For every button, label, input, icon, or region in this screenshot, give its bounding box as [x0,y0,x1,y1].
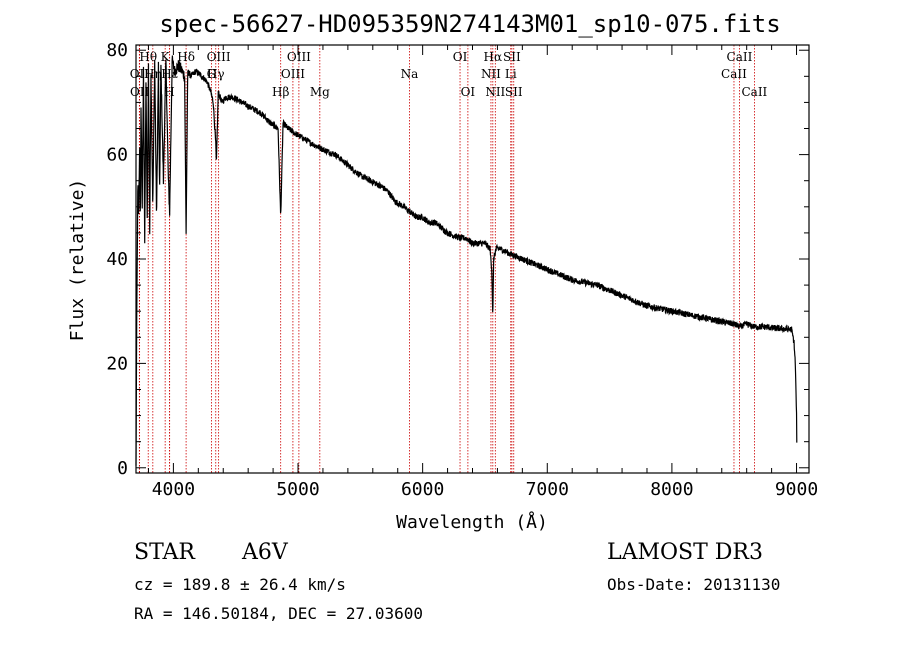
axis-ticks: 4000 5000 6000 7000 8000 9000 0 20 40 60 80 [106,40,818,500]
emission-line-label: Li [505,67,517,81]
y-tick-label: 20 [106,353,128,374]
x-tick-label: 7000 [526,479,569,500]
survey-name: LAMOST DR3 [607,540,763,565]
sky-coordinates: RA = 146.50184, DEC = 27.03600 [134,604,423,623]
emission-line-label: OI [453,50,468,64]
x-tick-label: 5000 [276,479,319,500]
y-tick-label: 0 [117,458,128,479]
emission-line-label: Hδ [177,50,195,64]
redshift-velocity: cz = 189.8 ± 26.4 km/s [134,575,346,594]
emission-line-label: OIII [287,50,311,64]
emission-line-label: OII [130,67,150,81]
emission-line-labels: OIIOIIHθHηKHεHHδGOIIIHγHβOIIIOIIIMgNaOIO… [130,50,768,99]
observation-date: Obs-Date: 20131130 [607,575,781,594]
emission-line-label: Na [401,67,419,81]
emission-line-label: Hθ [139,50,157,64]
emission-line-label: SII [503,50,521,64]
y-tick-label: 60 [106,145,128,166]
y-tick-label: 80 [106,40,128,61]
emission-line-label: CaII [741,85,767,99]
emission-line-label: OII [130,85,150,99]
emission-line-label: SII [505,85,523,99]
emission-line-label: Mg [310,85,330,99]
plot-frame [135,44,810,474]
object-type: STAR [134,540,195,565]
emission-line-label: K [161,50,171,64]
spectrum-series-line [135,55,798,466]
emission-line-label: OIII [207,50,231,64]
emission-line-label: Hα [484,50,503,64]
emission-line-label: OIII [281,67,305,81]
chart-title: spec-56627-HD095359N274143M01_sp10-075.f… [159,10,780,38]
emission-line-label: H [164,85,174,99]
emission-line-label: CaII [721,67,747,81]
emission-line-label: Hβ [272,85,289,99]
x-tick-label: 4000 [152,479,195,500]
x-axis-label: Wavelength (Å) [396,511,548,533]
y-tick-label: 40 [106,249,128,270]
emission-line-label: G [207,67,217,81]
emission-line-label: Hγ [207,67,225,81]
x-tick-label: 9000 [775,479,818,500]
object-subclass: A6V [242,540,288,565]
x-tick-label: 6000 [401,479,444,500]
emission-line-label: NII [481,67,501,81]
emission-line-label: NII [485,85,505,99]
y-axis-label: Flux (relative) [67,179,88,342]
emission-line-markers [138,45,755,473]
emission-line-label: OI [461,85,476,99]
emission-line-label: CaII [727,50,753,64]
x-tick-label: 8000 [650,479,693,500]
